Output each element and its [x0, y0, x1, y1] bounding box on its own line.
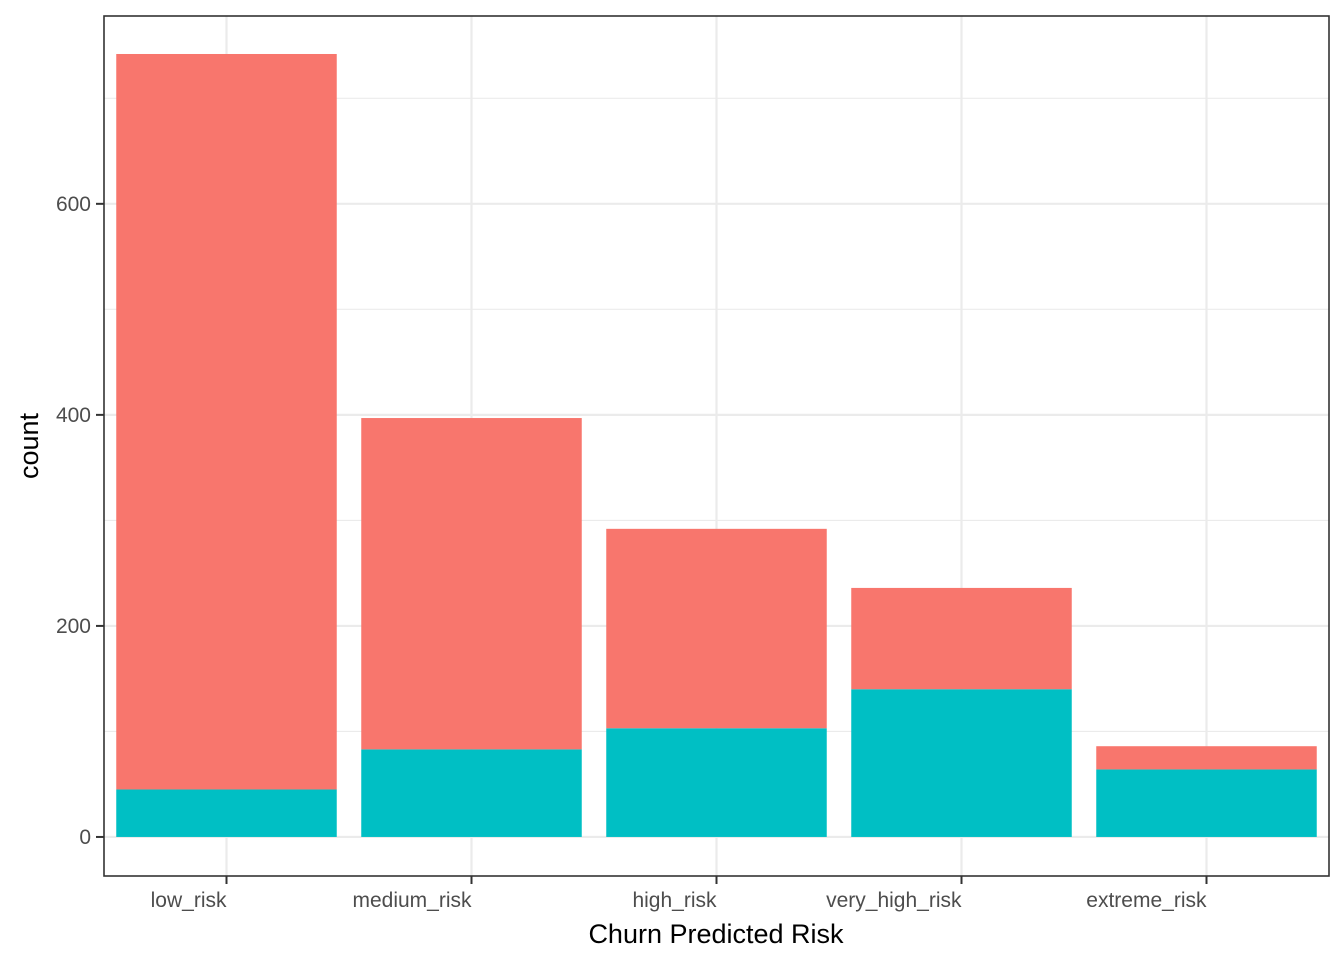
x-tick-label-medium_risk: medium_risk [352, 889, 472, 912]
bar-medium_risk-segment-1 [361, 749, 582, 837]
bars [116, 53, 1317, 837]
bar-low_risk-segment-1 [116, 789, 337, 837]
bar-high_risk-segment-2 [606, 528, 827, 729]
x-axis: low_risk medium_risk high_risk very_high_ri… [151, 876, 1208, 912]
y-tick-label: 200 [56, 615, 91, 638]
y-axis-title: count [14, 412, 44, 479]
y-axis: 0 200 400 600 [56, 193, 104, 849]
y-tick-label: 400 [56, 404, 91, 427]
y-tick-label: 0 [79, 826, 91, 849]
bar-very_high_risk-segment-2 [851, 587, 1072, 690]
bar-medium_risk-segment-2 [361, 418, 582, 750]
y-tick-label: 600 [56, 193, 91, 216]
x-tick-label-low_risk: low_risk [151, 889, 227, 912]
x-tick-label-very_high_risk: very_high_risk [826, 889, 962, 912]
bar-extreme_risk-segment-2 [1096, 746, 1317, 770]
bar-extreme_risk-segment-1 [1096, 769, 1317, 837]
x-axis-title: Churn Predicted Risk [588, 919, 844, 949]
bar-very_high_risk-segment-1 [851, 689, 1072, 837]
x-tick-label-extreme_risk: extreme_risk [1086, 889, 1207, 912]
bar-high_risk-segment-1 [606, 728, 827, 837]
bar-low_risk-segment-2 [116, 53, 337, 790]
x-tick-label-high_risk: high_risk [632, 889, 717, 912]
